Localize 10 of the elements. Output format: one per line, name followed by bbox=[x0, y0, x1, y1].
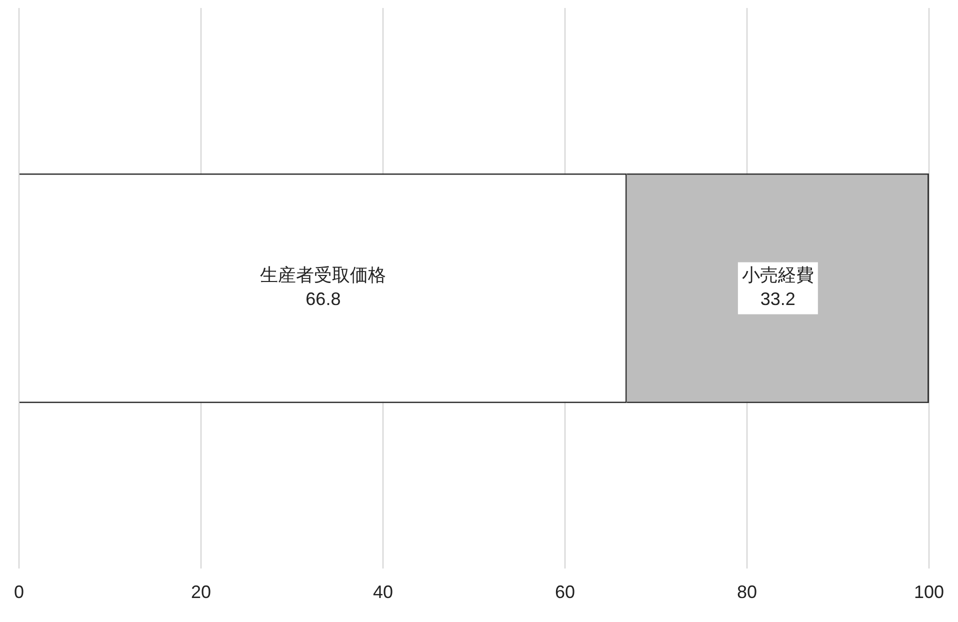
x-tick-label: 80 bbox=[736, 582, 758, 602]
x-tick-label: 0 bbox=[14, 582, 24, 602]
x-tick-label: 100 bbox=[914, 582, 944, 602]
series-label: 小売経費 bbox=[742, 265, 814, 286]
data-label: 33.2 bbox=[760, 289, 796, 310]
x-tick-label: 60 bbox=[554, 582, 576, 602]
series-label: 生産者受取価格 bbox=[260, 265, 386, 286]
x-tick-label: 40 bbox=[372, 582, 394, 602]
data-label: 66.8 bbox=[306, 289, 341, 310]
x-tick-label: 20 bbox=[190, 582, 212, 602]
